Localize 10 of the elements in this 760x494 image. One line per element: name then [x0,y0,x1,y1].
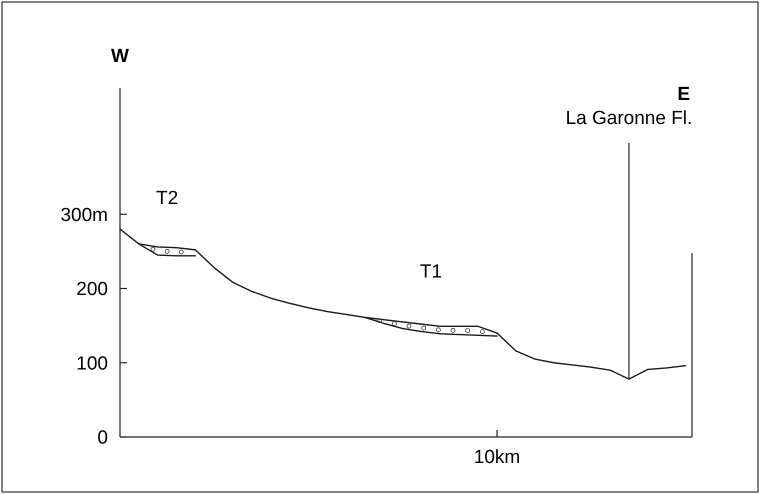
annotation: La Garonne Fl. [566,108,692,129]
y-tick-label: 200 [76,279,108,300]
y-tick-label: 300m [60,204,108,226]
text: W [111,46,130,67]
x-tick-label: 10km [474,447,520,468]
annotation: T2 [156,188,178,209]
y-tick-label: 0 [97,428,108,449]
y-tick-label: 100 [76,353,108,374]
annotation: T1 [420,261,442,282]
annotation: E [677,84,690,105]
